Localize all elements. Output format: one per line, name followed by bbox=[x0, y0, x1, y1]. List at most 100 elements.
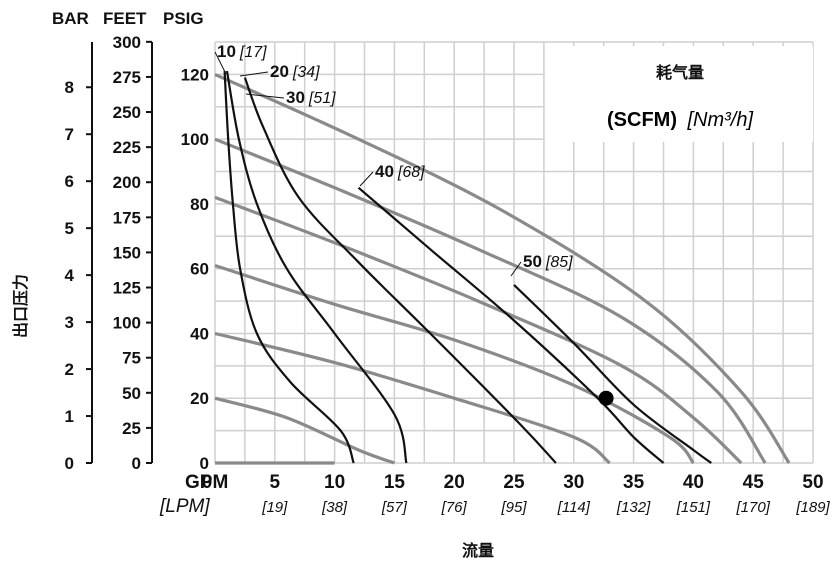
air-curve-label-30: 30 [51] bbox=[286, 88, 336, 107]
pressure-line-120 bbox=[214, 72, 791, 464]
air-curve-label-nm3h: [85] bbox=[545, 254, 573, 271]
x-tick-label-lpm: [189] bbox=[795, 499, 830, 516]
x-unit-lpm: [LPM] bbox=[159, 496, 210, 517]
air-curve-label-scfm: 40 bbox=[375, 162, 394, 181]
air-curve-leader bbox=[510, 261, 522, 277]
air-curve-label-40: 40 [68] bbox=[375, 162, 425, 181]
plot-area: 0 20 40 60 80 100 120 0 5 [19] 10 [38] 15 [57] 20 [76]… bbox=[181, 41, 831, 516]
air-curve-leader bbox=[245, 93, 285, 99]
bar-tick-label: 3 bbox=[65, 313, 74, 332]
x-tick-label-lpm: [57] bbox=[381, 499, 408, 516]
x-tick-label-lpm: [170] bbox=[736, 499, 771, 516]
x-tick-labels: 0 5 [19] 10 [38] 15 [57] 20 [76] 25 [95] 30 [114] 35 [… bbox=[202, 472, 831, 516]
air-curve-30 bbox=[243, 77, 557, 464]
bar-axis-header: BAR bbox=[52, 9, 89, 28]
x-tick-label-lpm: [95] bbox=[500, 499, 527, 516]
air-curve-leader bbox=[214, 51, 227, 75]
bar-tick-label: 2 bbox=[65, 360, 74, 379]
x-tick-label-lpm: [132] bbox=[616, 499, 651, 516]
feet-tick-label: 175 bbox=[113, 208, 141, 227]
psig-tick-label: 120 bbox=[181, 65, 209, 84]
air-curve-leader bbox=[359, 171, 374, 187]
x-axis-title: 流量 bbox=[462, 541, 494, 560]
feet-tick-label: 225 bbox=[113, 138, 141, 157]
psig-tick-label: 80 bbox=[190, 195, 209, 214]
feet-tick-label: 150 bbox=[113, 243, 141, 262]
feet-tick-label: 0 bbox=[132, 454, 141, 473]
x-tick-label-gpm: 50 bbox=[802, 472, 823, 493]
feet-tick-label: 75 bbox=[122, 349, 141, 368]
x-tick-label-lpm: [19] bbox=[261, 499, 288, 516]
psig-tick-label: 100 bbox=[181, 130, 209, 149]
x-tick-label-gpm: 15 bbox=[384, 472, 406, 493]
psig-tick-labels: 0 20 40 60 80 100 120 bbox=[181, 65, 209, 473]
legend-title: 耗气量 bbox=[656, 63, 704, 82]
x-tick-label-gpm: 35 bbox=[623, 472, 645, 493]
air-curve-labels: 10 [17]20 [34] 30 [51] 40 [68] 50 [85] bbox=[214, 42, 573, 277]
bar-tick-label: 6 bbox=[65, 172, 74, 191]
air-curve-label-scfm: 10 bbox=[217, 42, 236, 61]
x-tick-label-gpm: 30 bbox=[563, 472, 584, 493]
legend-units: (SCFM) [Nm³/h] bbox=[607, 109, 753, 131]
air-curve-label-20: 20 [34] bbox=[270, 62, 320, 81]
pressure-lines bbox=[214, 72, 791, 465]
air-curve-label-nm3h: [68] bbox=[397, 164, 425, 181]
bar-axis: 0 1 2 3 4 5 6 7 8 bbox=[65, 42, 93, 473]
x-tick-label-lpm: [38] bbox=[321, 499, 348, 516]
air-consumption-curves bbox=[223, 70, 712, 464]
pressure-line-20 bbox=[214, 396, 395, 465]
x-tick-label-gpm: 40 bbox=[683, 472, 704, 493]
bar-tick-label: 1 bbox=[65, 407, 74, 426]
psig-axis-header: PSIG bbox=[163, 9, 204, 28]
x-tick-label-gpm: 5 bbox=[270, 472, 281, 493]
feet-tick-label: 25 bbox=[122, 419, 141, 438]
x-tick-label-lpm: [114] bbox=[557, 499, 591, 516]
bar-tick-label: 7 bbox=[65, 125, 74, 144]
air-curve-label-50: 50 [85] bbox=[523, 252, 573, 271]
feet-axis: 0 25 50 75 100 125 150 175 200 225 250 275 300 bbox=[113, 33, 153, 473]
air-curve-10 bbox=[223, 71, 355, 464]
legend-units-nm3h: [Nm³/h] bbox=[686, 109, 753, 131]
feet-tick-label: 275 bbox=[113, 68, 141, 87]
bar-tick-label: 8 bbox=[65, 78, 74, 97]
air-curve-label-10: 10 [17] bbox=[217, 42, 267, 61]
bar-tick-label: 0 bbox=[65, 454, 74, 473]
legend-box bbox=[545, 46, 813, 142]
x-tick-label-zero: 0 bbox=[202, 472, 213, 493]
x-unit-gpm: GPM bbox=[185, 472, 228, 493]
feet-tick-label: 200 bbox=[113, 173, 141, 192]
operating-point bbox=[598, 390, 614, 406]
air-curve-20 bbox=[225, 70, 408, 464]
air-curve-label-scfm: 20 bbox=[270, 62, 289, 81]
pressure-line-80 bbox=[214, 195, 743, 465]
feet-axis-header: FEET bbox=[103, 9, 147, 28]
pressure-line-40 bbox=[214, 331, 611, 465]
pressure-line-60 bbox=[214, 263, 695, 465]
air-curve-50 bbox=[513, 284, 712, 464]
air-curve-label-nm3h: [34] bbox=[292, 64, 320, 81]
psig-tick-label: 60 bbox=[190, 260, 209, 279]
air-curve-label-nm3h: [17] bbox=[239, 44, 267, 61]
psig-tick-label: 40 bbox=[190, 324, 209, 343]
feet-tick-label: 125 bbox=[113, 279, 141, 298]
psig-tick-label: 20 bbox=[190, 389, 209, 408]
air-curve-label-scfm: 30 bbox=[286, 88, 305, 107]
feet-tick-label: 100 bbox=[113, 314, 141, 333]
x-tick-label-gpm: 25 bbox=[503, 472, 525, 493]
outlet-pressure-label: 出口压力 bbox=[11, 274, 30, 338]
air-curve-label-scfm: 50 bbox=[523, 252, 542, 271]
bar-tick-label: 5 bbox=[65, 219, 74, 238]
air-curve-leader bbox=[239, 71, 269, 77]
legend-units-scfm: (SCFM) bbox=[607, 109, 677, 131]
bar-tick-label: 4 bbox=[65, 266, 75, 285]
x-tick-label-gpm: 10 bbox=[324, 472, 345, 493]
x-tick-label-gpm: 20 bbox=[444, 472, 465, 493]
feet-tick-label: 50 bbox=[122, 384, 141, 403]
feet-tick-label: 250 bbox=[113, 103, 141, 122]
air-curve-40 bbox=[357, 186, 665, 464]
psig-tick-label: 0 bbox=[200, 454, 209, 473]
x-tick-label-lpm: [76] bbox=[441, 499, 468, 516]
x-tick-label-lpm: [151] bbox=[676, 499, 711, 516]
feet-tick-label: 300 bbox=[113, 33, 141, 52]
